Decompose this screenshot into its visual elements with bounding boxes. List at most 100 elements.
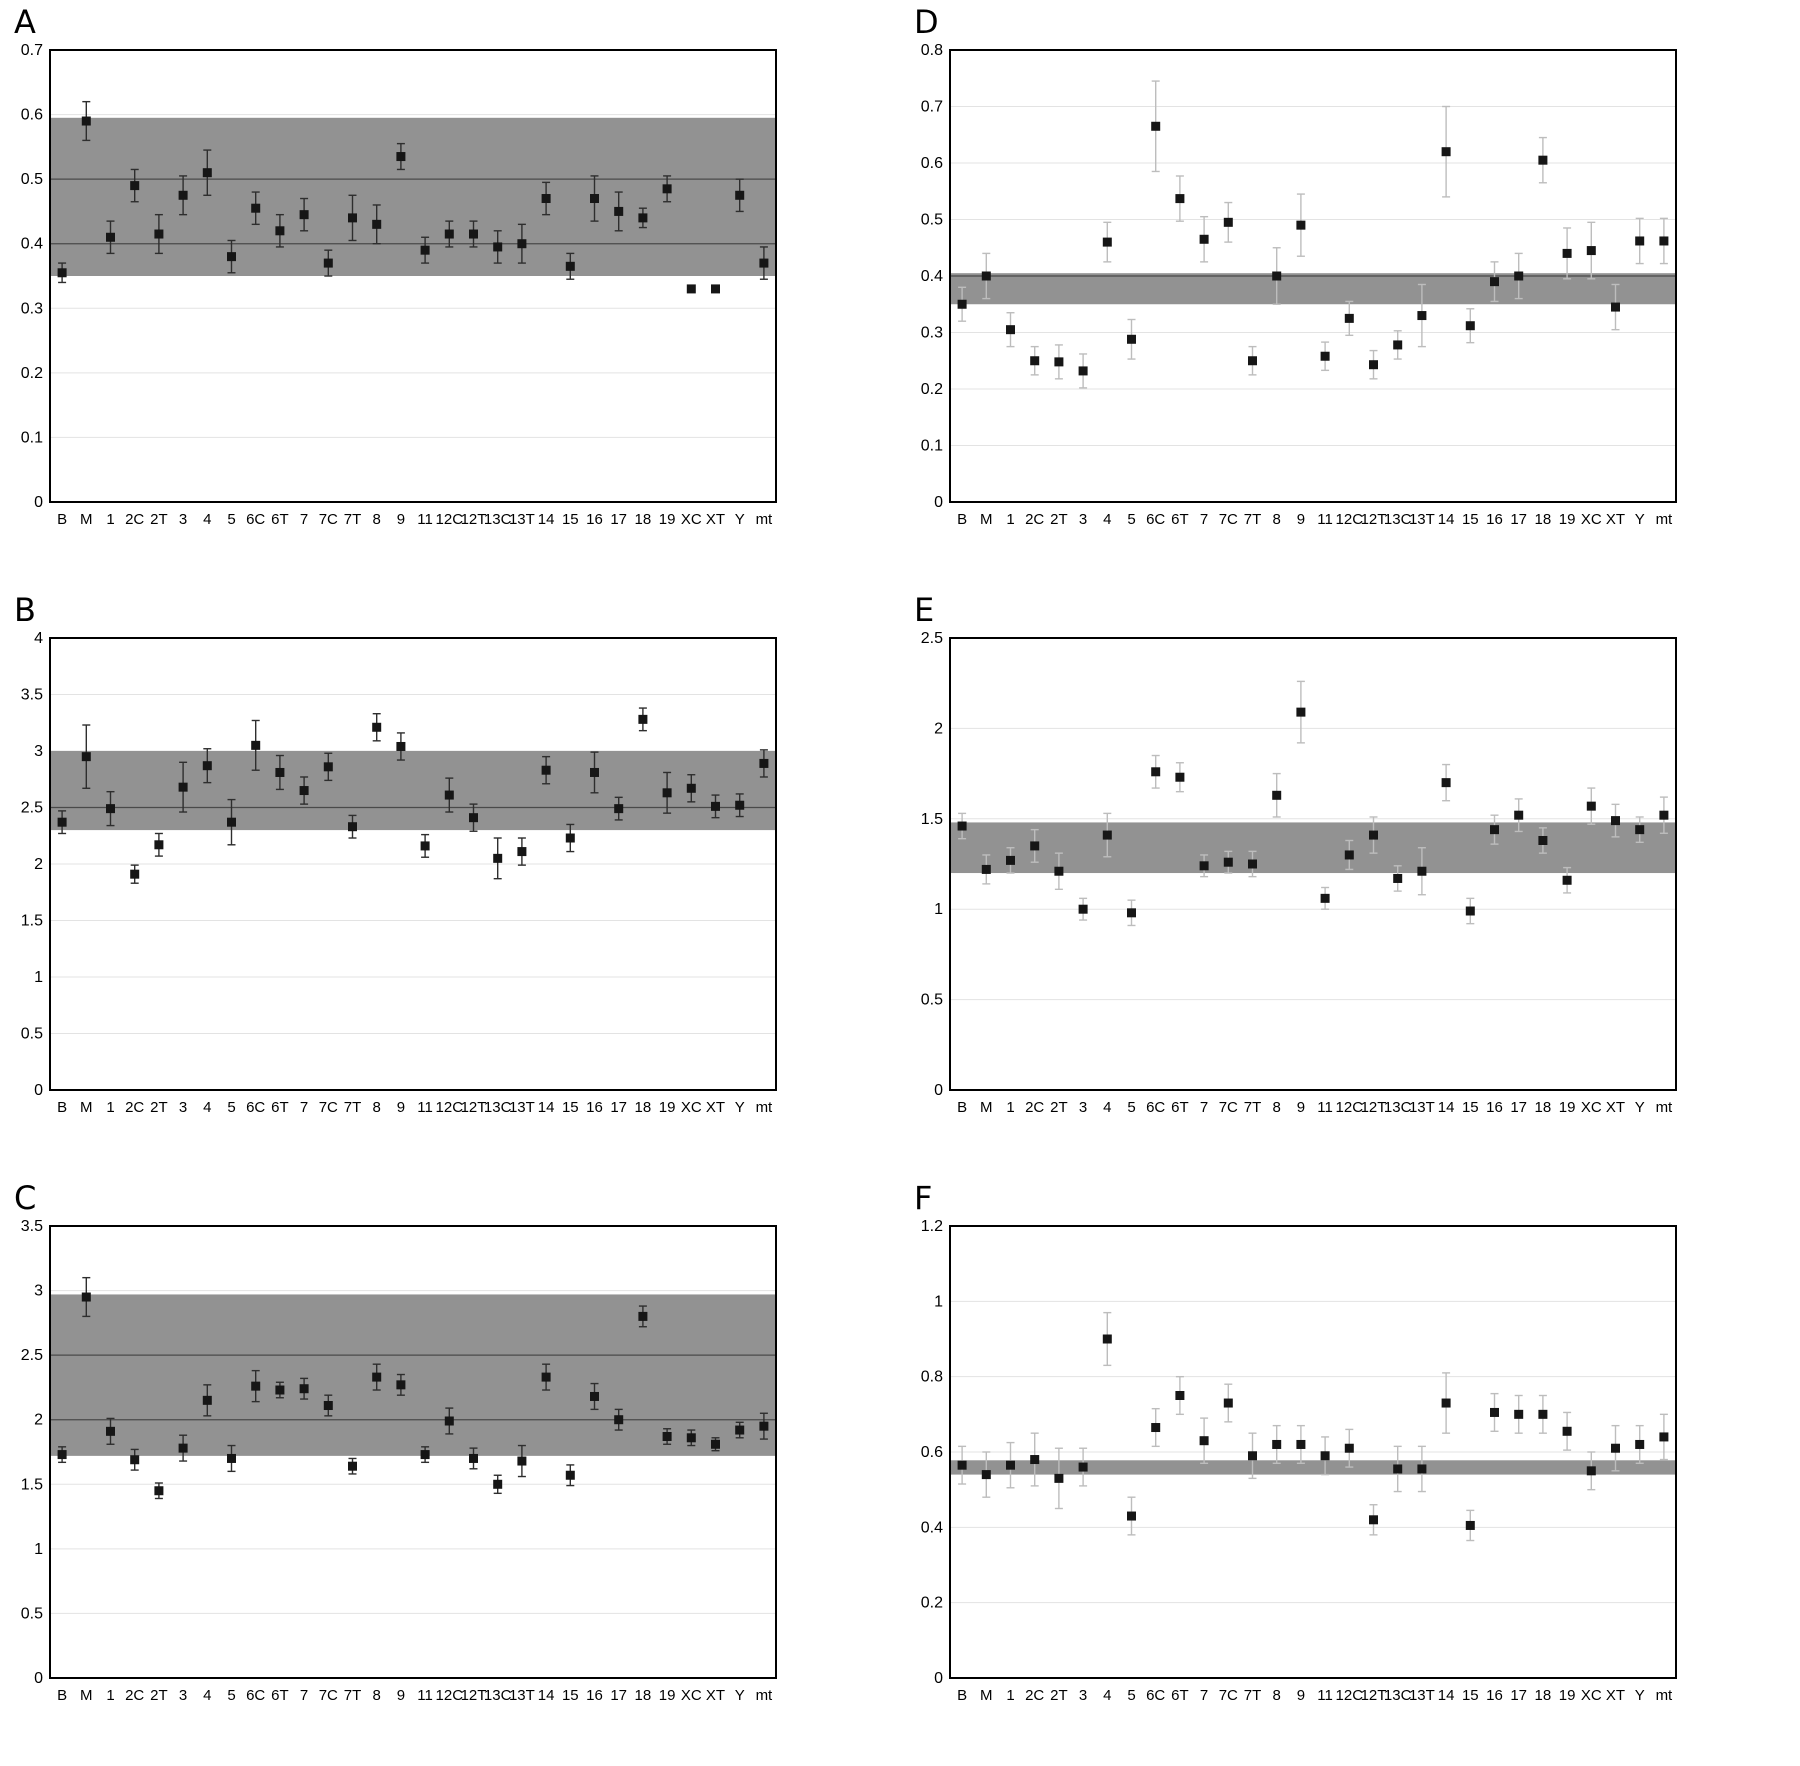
svg-text:mt: mt — [1656, 1099, 1673, 1116]
svg-text:4: 4 — [34, 630, 43, 647]
svg-text:XC: XC — [1581, 1687, 1602, 1704]
svg-text:1: 1 — [1006, 511, 1014, 528]
svg-text:18: 18 — [635, 1687, 652, 1704]
svg-text:M: M — [80, 1687, 93, 1704]
svg-text:0: 0 — [934, 1670, 943, 1687]
scatter-plot-E: 00.511.522.5B M 1 2C 2T 3 4 5 6C 6T 7 7C 7T 8 9 11 12C12… — [921, 630, 1677, 1116]
svg-text:1: 1 — [106, 1099, 114, 1116]
svg-text:15: 15 — [1462, 511, 1479, 528]
svg-text:M: M — [980, 511, 993, 528]
svg-text:2.5: 2.5 — [21, 1347, 43, 1364]
svg-text:2T: 2T — [150, 1099, 168, 1116]
scatter-plot-A: 00.10.20.30.40.50.60.7B M 1 2C 2T 3 4 5 6C 6T 7 7C 7… — [21, 42, 777, 528]
panel-E: E 0 0.5 1 1.5 2 2.5 B M 1 2C 2T 3 4 5 6C 6T 7 7C 7T 8 9 11 12C… — [900, 588, 1800, 1176]
panel-B: B 0 0.5 1 1.5 2 2.5 3 3.5 4 B M 1 2C 2T 3 4 5 6C 6T 7 7C 7T 8 9… — [0, 588, 900, 1176]
svg-text:19: 19 — [659, 1687, 676, 1704]
svg-text:XT: XT — [706, 1687, 725, 1704]
svg-text:XT: XT — [1606, 511, 1625, 528]
svg-text:B: B — [957, 1099, 967, 1116]
scatter-plot-B: 00.511.522.533.54B M 1 2C 2T 3 4 5 6C 6T 7 7C 7T 8 9 11… — [21, 630, 777, 1116]
svg-text:1: 1 — [934, 901, 943, 918]
svg-text:M: M — [980, 1687, 993, 1704]
svg-text:13T: 13T — [509, 511, 535, 528]
svg-text:2T: 2T — [150, 511, 168, 528]
svg-text:6T: 6T — [271, 511, 289, 528]
svg-text:2C: 2C — [125, 511, 144, 528]
svg-text:1: 1 — [934, 1293, 943, 1310]
svg-text:2C: 2C — [1025, 1099, 1044, 1116]
svg-text:7T: 7T — [1244, 511, 1262, 528]
svg-text:7C: 7C — [319, 1687, 338, 1704]
svg-text:1: 1 — [106, 511, 114, 528]
svg-text:4: 4 — [203, 511, 211, 528]
svg-text:2: 2 — [934, 720, 943, 737]
svg-text:XC: XC — [681, 511, 702, 528]
svg-text:M: M — [80, 1099, 93, 1116]
svg-text:6C: 6C — [1146, 1099, 1165, 1116]
panel-C: C 0 0.5 1 1.5 2 2.5 3 3.5 B M 1 2C 2T 3 4 5 6C 6T 7 7C 7T 8 9 1… — [0, 1176, 900, 1764]
svg-text:0.3: 0.3 — [921, 325, 943, 342]
svg-text:B: B — [957, 511, 967, 528]
svg-text:mt: mt — [1656, 1687, 1673, 1704]
svg-text:1: 1 — [106, 1687, 114, 1704]
svg-text:5: 5 — [1127, 511, 1135, 528]
svg-text:1: 1 — [34, 969, 43, 986]
svg-text:7T: 7T — [344, 511, 362, 528]
svg-text:13T: 13T — [509, 1099, 535, 1116]
svg-text:5: 5 — [1127, 1099, 1135, 1116]
svg-text:7T: 7T — [344, 1099, 362, 1116]
svg-text:2.5: 2.5 — [921, 630, 943, 647]
svg-text:3: 3 — [1079, 511, 1087, 528]
svg-text:15: 15 — [1462, 1687, 1479, 1704]
svg-text:0: 0 — [34, 494, 43, 511]
svg-text:11: 11 — [417, 1687, 433, 1704]
svg-text:8: 8 — [1273, 1099, 1281, 1116]
svg-text:mt: mt — [756, 1687, 773, 1704]
svg-text:XC: XC — [681, 1687, 702, 1704]
svg-text:18: 18 — [635, 1099, 652, 1116]
panel-label-C: C — [14, 1179, 37, 1217]
svg-text:16: 16 — [1486, 1687, 1503, 1704]
svg-text:15: 15 — [562, 1099, 579, 1116]
svg-text:8: 8 — [373, 1687, 381, 1704]
svg-text:0.8: 0.8 — [921, 1369, 943, 1386]
svg-text:4: 4 — [1103, 1687, 1111, 1704]
svg-text:19: 19 — [659, 1099, 676, 1116]
svg-text:14: 14 — [538, 1687, 555, 1704]
panel-A: A 0 0.1 0.2 0.3 0.4 0.5 0.6 0.7 B M 1 2C 2T 3 4 5 6C 6T 7 7… — [0, 0, 900, 588]
svg-text:3: 3 — [34, 743, 43, 760]
svg-text:16: 16 — [586, 1687, 603, 1704]
svg-text:6C: 6C — [246, 1099, 265, 1116]
svg-text:18: 18 — [1535, 511, 1552, 528]
svg-text:6C: 6C — [1146, 511, 1165, 528]
svg-text:13C: 13C — [484, 511, 512, 528]
svg-text:19: 19 — [659, 511, 676, 528]
svg-text:6T: 6T — [1171, 1099, 1189, 1116]
svg-text:9: 9 — [1297, 1099, 1305, 1116]
svg-text:4: 4 — [1103, 1099, 1111, 1116]
svg-text:2T: 2T — [1050, 1687, 1068, 1704]
svg-text:8: 8 — [373, 1099, 381, 1116]
svg-text:Y: Y — [1635, 1687, 1645, 1704]
svg-text:0.2: 0.2 — [921, 381, 943, 398]
panel-F: F 0 0.2 0.4 0.6 0.8 1 1.2 B M 1 2C 2T 3 4 5 6C 6T 7 7C 7T 8 9… — [900, 1176, 1800, 1764]
svg-text:Y: Y — [1635, 511, 1645, 528]
svg-text:0.7: 0.7 — [921, 99, 943, 116]
svg-text:Y: Y — [735, 1099, 745, 1116]
svg-text:XT: XT — [1606, 1099, 1625, 1116]
svg-text:2C: 2C — [1025, 1687, 1044, 1704]
svg-text:0.5: 0.5 — [21, 1605, 43, 1622]
svg-text:B: B — [957, 1687, 967, 1704]
svg-text:17: 17 — [610, 1099, 627, 1116]
svg-text:1: 1 — [1006, 1099, 1014, 1116]
svg-text:14: 14 — [538, 1099, 555, 1116]
svg-text:9: 9 — [397, 1687, 405, 1704]
svg-text:0.5: 0.5 — [21, 1026, 43, 1043]
svg-text:0.2: 0.2 — [21, 365, 43, 382]
svg-text:1.5: 1.5 — [21, 1476, 43, 1493]
svg-text:13C: 13C — [484, 1687, 512, 1704]
svg-text:0.6: 0.6 — [921, 155, 943, 172]
svg-text:8: 8 — [373, 511, 381, 528]
svg-text:2: 2 — [34, 856, 43, 873]
